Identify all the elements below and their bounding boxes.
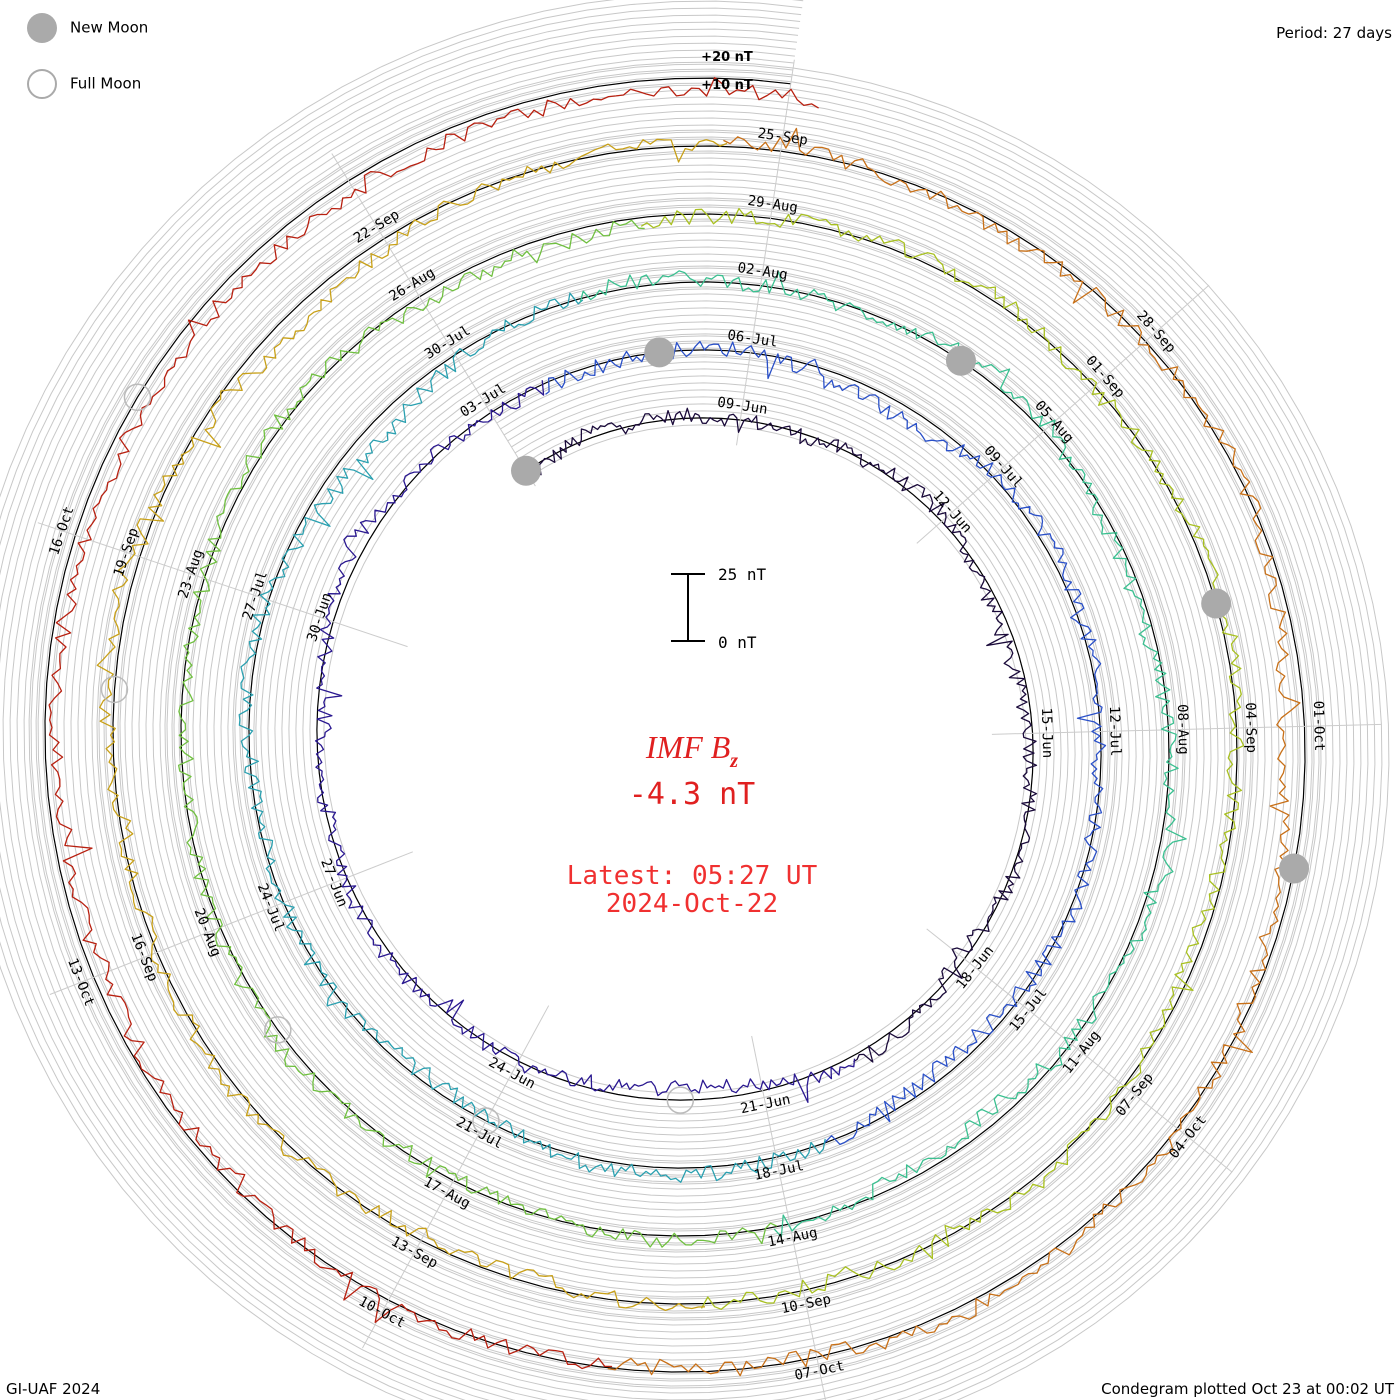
day-spoke: [361, 1005, 550, 1349]
scale-label-10: +10 nT: [701, 78, 753, 93]
full-moon-legend-icon: [27, 69, 57, 99]
full-moon-marker: [472, 1107, 500, 1135]
date-tick-label: 28-Sep: [1133, 308, 1178, 356]
date-tick-label: 21-Jun: [739, 1092, 792, 1118]
bz-series-line: [314, 380, 856, 1103]
day-spoke: [736, 59, 795, 446]
date-tick-label: 01-Sep: [1082, 353, 1127, 401]
date-tick-label: 09-Jun: [716, 395, 768, 418]
date-tick-label: 24-Jun: [486, 1054, 538, 1092]
date-tick-label: 09-Jul: [980, 443, 1025, 491]
bz-series-line: [96, 138, 728, 1312]
scale-bar-top-label: 25 nT: [718, 565, 767, 584]
new-moon-marker: [644, 337, 675, 368]
date-tick-label: 04-Sep: [1242, 702, 1259, 753]
date-tick-label: 18-Jun: [953, 943, 997, 993]
day-spoke: [49, 851, 413, 995]
period-label: Period: 27 days: [1276, 24, 1392, 42]
latest-date: 2024-Oct-22: [606, 889, 778, 919]
new-moon-marker: [1279, 853, 1310, 884]
reference-ring: [0, 28, 1355, 1400]
new-moon-marker: [945, 345, 976, 376]
full-moon-legend-label: Full Moon: [70, 75, 141, 93]
new-moon-legend-icon: [27, 13, 57, 43]
day-spoke: [926, 928, 1233, 1173]
date-tick-label: 06-Jul: [726, 327, 778, 350]
bz-series-line: [177, 219, 778, 1248]
bz-series-line: [528, 407, 1038, 1063]
reference-ring: [2, 35, 1348, 1400]
date-tick-label: 23-Aug: [175, 547, 206, 600]
full-moon-marker: [100, 675, 129, 704]
new-moon-marker: [511, 455, 542, 486]
date-tick-label: 01-Oct: [1310, 701, 1327, 752]
date-tick-label: 12-Jun: [929, 488, 974, 536]
date-tick-label: 24-Jul: [254, 881, 287, 934]
scale-bar-bottom-label: 0 nT: [718, 633, 757, 652]
latest-time: Latest: 05:27 UT: [567, 861, 818, 891]
date-tick-label: 13-Oct: [64, 956, 97, 1009]
new-moon-legend-label: New Moon: [70, 19, 148, 37]
moon-markers: [100, 337, 1310, 1135]
date-tick-label: 20-Aug: [190, 906, 223, 959]
full-moon-marker: [666, 1086, 695, 1114]
bz-series: [48, 76, 1301, 1377]
chart-title: IMF Bz: [645, 729, 738, 772]
day-spoke: [37, 522, 408, 648]
date-tick-label: 05-Aug: [1031, 398, 1076, 446]
date-tick-label: 25-Sep: [757, 126, 809, 149]
date-tick-label: 15-Jun: [1038, 707, 1055, 758]
bz-series-line: [579, 270, 1187, 1238]
bz-series-line: [238, 292, 826, 1183]
date-tick-label: 02-Aug: [736, 260, 788, 283]
footer-credit: GI-UAF 2024: [6, 1380, 100, 1398]
footer-plotted: Condegram plotted Oct 23 at 00:02 UT: [1101, 1380, 1395, 1398]
date-tick-label: 12-Jul: [1106, 706, 1123, 757]
reference-ring: [0, 7, 1376, 1400]
new-moon-marker: [1201, 588, 1232, 619]
bz-series-line: [48, 76, 819, 1370]
current-bz-value: -4.3 nT: [629, 777, 755, 812]
date-tick-label: 08-Aug: [1174, 704, 1191, 755]
bz-series-line: [545, 340, 1107, 1146]
day-spoke: [916, 284, 1210, 544]
date-tick-label: 19-Sep: [111, 526, 142, 579]
full-moon-marker: [123, 383, 152, 412]
date-tick-label: 29-Aug: [747, 193, 799, 216]
day-spoke: [331, 153, 536, 487]
date-tick-label: 16-Oct: [46, 504, 77, 557]
bz-series-line: [640, 207, 1245, 1310]
scale-label-20: +20 nT: [701, 50, 753, 65]
full-moon-marker: [264, 1016, 292, 1044]
day-spoke: [991, 723, 1382, 735]
bz-series-line: [607, 127, 1301, 1377]
reference-ring: [0, 21, 1362, 1400]
date-tick-labels: 09-Jun12-Jun15-Jun18-Jun21-Jun24-Jun27-J…: [46, 126, 1327, 1384]
